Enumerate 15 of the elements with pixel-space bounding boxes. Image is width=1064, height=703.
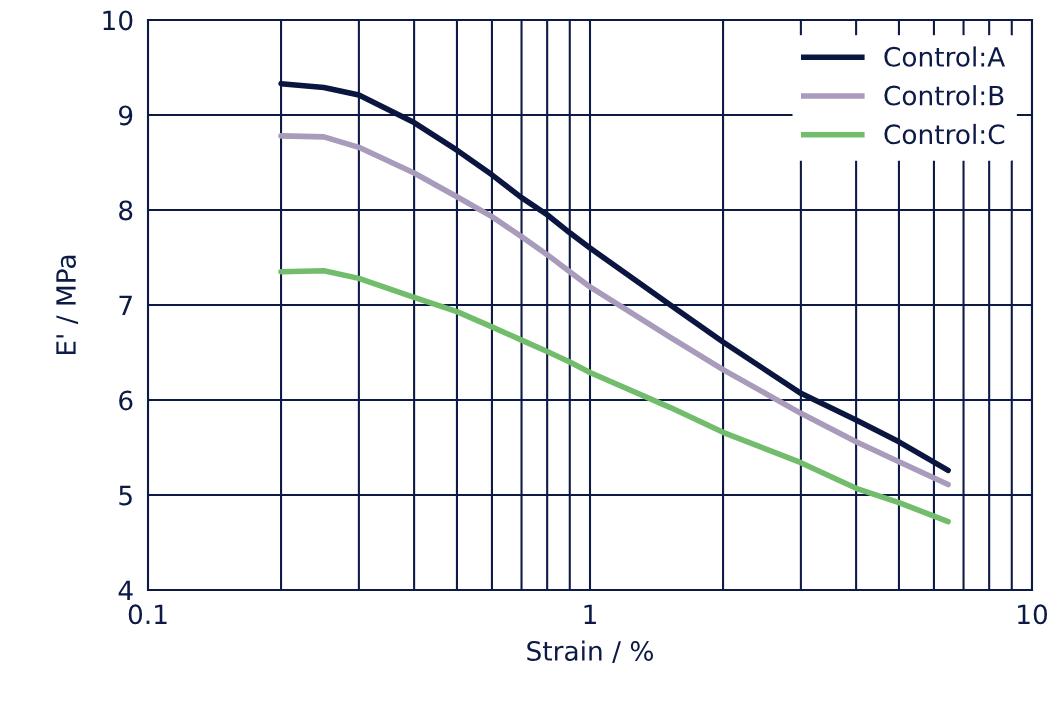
legend-label: Control:A — [884, 46, 1006, 67]
y-tick-label: 9 — [118, 105, 133, 126]
x-tick-label: 10 — [1018, 604, 1048, 625]
y-tick-label: 6 — [119, 390, 133, 411]
legend-label: Control:B — [884, 85, 1004, 106]
y-tick-label: 5 — [119, 485, 132, 506]
y-tick-label: 8 — [119, 200, 133, 221]
y-axis-title: E' / MPa — [56, 255, 79, 355]
y-tick-label: 4 — [118, 580, 133, 601]
x-tick-label: 0.1 — [128, 604, 167, 625]
legend-label: Control:C — [884, 123, 1005, 145]
x-tick-label: 1 — [584, 604, 596, 624]
x-axis-title: Strain / % — [527, 640, 654, 664]
y-tick-label: 10 — [103, 10, 133, 31]
y-tick-label: 7 — [119, 295, 132, 316]
